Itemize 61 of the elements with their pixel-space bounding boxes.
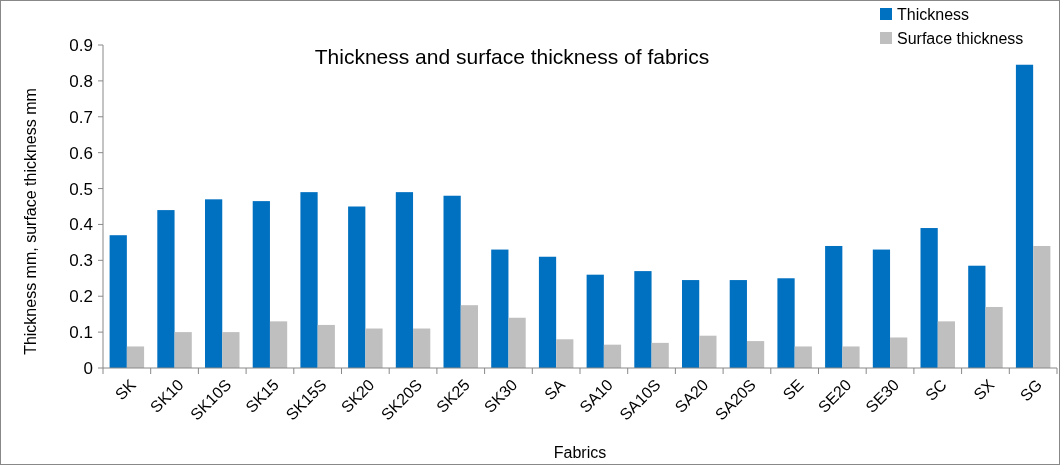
bar: [300, 192, 318, 368]
x-tick-label: SA: [541, 375, 569, 404]
bar: [252, 201, 270, 368]
y-tick-label: 0.5: [69, 179, 93, 199]
bar: [269, 321, 288, 368]
x-tick-label: SX: [970, 375, 998, 404]
bar: [825, 245, 843, 368]
bar: [508, 317, 526, 368]
bar: [556, 339, 574, 368]
bar: [634, 271, 652, 368]
bar: [317, 324, 335, 368]
bar: [729, 280, 747, 368]
bar: [538, 256, 557, 368]
bar: [460, 305, 478, 368]
bar: [395, 192, 414, 368]
bar: [651, 342, 669, 368]
bar: [920, 228, 938, 368]
x-tick-label: SK: [111, 375, 140, 404]
legend-label: Surface thickness: [897, 29, 1024, 47]
y-axis-title: Thickness mm, surface thickness mm: [22, 88, 39, 355]
bar: [205, 199, 223, 368]
bar: [491, 249, 509, 368]
y-tick-label: 0.1: [69, 323, 93, 343]
bar: [413, 328, 431, 368]
y-tick-label: 0.2: [69, 287, 93, 307]
bar: [443, 195, 461, 368]
bar: [157, 210, 175, 368]
bar: [126, 346, 145, 368]
legend-label: Thickness: [897, 5, 970, 23]
chart-title: Thickness and surface thickness of fabrics: [314, 45, 710, 68]
y-tick-label: 0.4: [69, 215, 93, 235]
bar: [1015, 64, 1034, 368]
y-tick-label: 0.8: [69, 71, 93, 91]
bar: [937, 321, 955, 368]
bar: [985, 306, 1003, 368]
bar: [222, 332, 240, 368]
bar: [586, 274, 604, 368]
bar: [968, 265, 986, 368]
bar: [777, 278, 795, 368]
y-tick-label: 0.7: [69, 107, 93, 127]
x-tick-label: SG: [1016, 376, 1046, 405]
bar: [1033, 245, 1051, 368]
bar: [365, 328, 383, 368]
bar: [603, 344, 622, 368]
bar: [794, 346, 812, 368]
bar: [842, 346, 860, 368]
bar: [174, 332, 192, 368]
x-tick-label: SC: [922, 376, 950, 404]
bar: [699, 335, 717, 368]
bar: [872, 249, 891, 368]
bar: [109, 235, 127, 368]
y-tick-label: 0.9: [69, 35, 93, 55]
bar: [348, 206, 366, 368]
y-tick-label: 0: [83, 358, 93, 378]
bar: [746, 341, 765, 368]
x-tick-label: SE: [779, 376, 807, 404]
y-tick-label: 0.3: [69, 251, 93, 271]
x-axis-title: Fabrics: [553, 444, 607, 461]
bar: [890, 337, 908, 368]
y-tick-label: 0.6: [69, 143, 93, 163]
bar: [682, 280, 700, 368]
